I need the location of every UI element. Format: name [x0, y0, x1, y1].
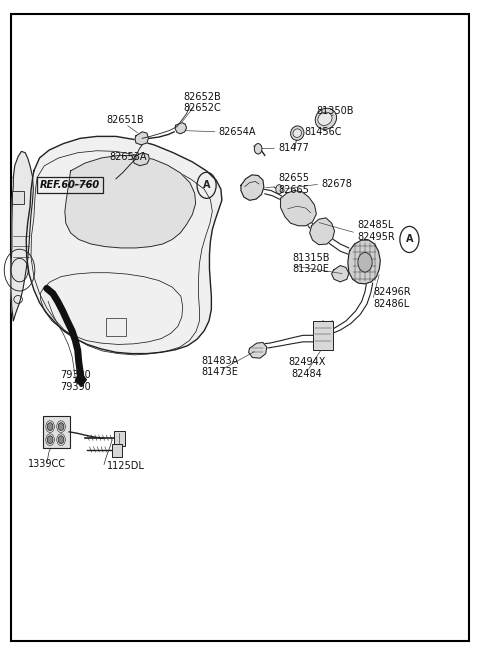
Polygon shape	[133, 153, 149, 166]
Polygon shape	[249, 343, 267, 358]
Text: 81483A
81473E: 81483A 81473E	[201, 356, 239, 377]
Ellipse shape	[290, 126, 304, 140]
Circle shape	[47, 436, 53, 443]
Text: 82678: 82678	[321, 179, 352, 189]
FancyBboxPatch shape	[313, 321, 333, 350]
Text: 82485L
82495R: 82485L 82495R	[357, 220, 395, 242]
Polygon shape	[348, 240, 380, 284]
Polygon shape	[241, 175, 264, 200]
Polygon shape	[310, 218, 335, 245]
FancyBboxPatch shape	[112, 443, 122, 457]
Text: 82652B
82652C: 82652B 82652C	[183, 92, 221, 113]
Circle shape	[254, 143, 262, 154]
Text: REF.60-760: REF.60-760	[39, 180, 100, 191]
Text: 81350B: 81350B	[317, 106, 354, 116]
Text: 81456C: 81456C	[304, 127, 342, 137]
Polygon shape	[281, 191, 316, 226]
FancyBboxPatch shape	[114, 431, 125, 445]
Circle shape	[58, 422, 64, 430]
Polygon shape	[65, 155, 196, 248]
Circle shape	[276, 185, 282, 194]
Text: A: A	[406, 234, 413, 244]
Polygon shape	[11, 151, 34, 321]
Polygon shape	[175, 122, 187, 134]
Text: 81315B
81320E: 81315B 81320E	[292, 253, 330, 274]
Text: 79380
79390: 79380 79390	[60, 370, 91, 392]
Circle shape	[47, 422, 53, 430]
FancyBboxPatch shape	[12, 191, 24, 204]
Ellipse shape	[293, 129, 301, 138]
Text: 82651B: 82651B	[107, 115, 144, 125]
Text: 81477: 81477	[278, 143, 309, 153]
Polygon shape	[26, 136, 222, 354]
Text: 1339CC: 1339CC	[28, 459, 66, 470]
Circle shape	[358, 252, 372, 272]
Ellipse shape	[315, 108, 336, 130]
Ellipse shape	[318, 112, 332, 126]
Polygon shape	[75, 372, 86, 386]
FancyBboxPatch shape	[43, 415, 70, 447]
Text: 82655
82665: 82655 82665	[278, 173, 309, 195]
Text: A: A	[203, 180, 210, 191]
Text: 82654A: 82654A	[218, 127, 256, 137]
Polygon shape	[135, 132, 148, 145]
Text: 82496R
82486L: 82496R 82486L	[373, 288, 411, 309]
Circle shape	[58, 436, 64, 443]
Text: 1125DL: 1125DL	[107, 461, 144, 472]
Text: 82494X
82484: 82494X 82484	[288, 357, 325, 379]
Polygon shape	[332, 265, 349, 282]
Text: 82653A: 82653A	[109, 151, 146, 162]
